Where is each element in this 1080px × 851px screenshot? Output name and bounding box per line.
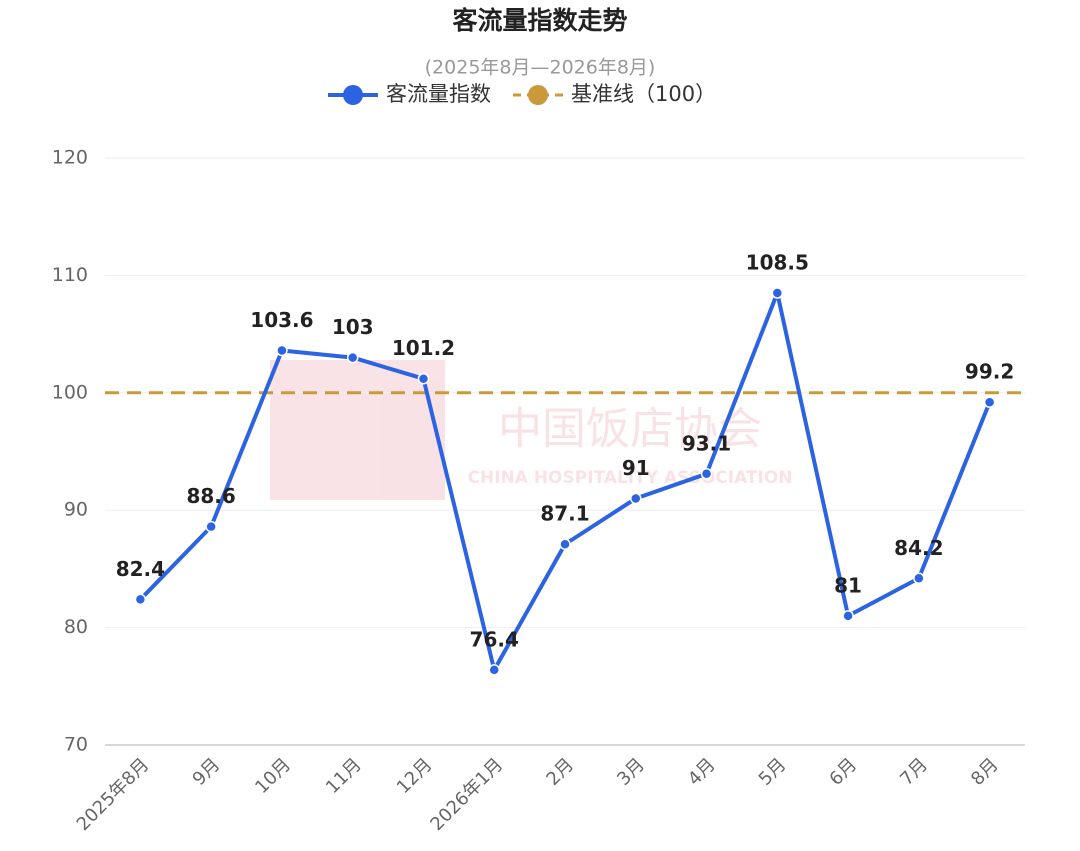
data-label: 81	[834, 573, 862, 597]
watermark-logo	[270, 360, 445, 500]
data-label: 88.6	[186, 484, 235, 508]
data-point	[346, 351, 359, 364]
chart-title: 客流量指数走势	[452, 6, 627, 35]
data-point	[842, 610, 854, 622]
y-tick-label: 70	[64, 734, 88, 756]
y-tick-label: 110	[52, 264, 88, 286]
chart-subtitle: (2025年8月—2026年8月)	[425, 57, 656, 79]
data-point	[417, 372, 430, 385]
x-tick-label: 6月	[825, 754, 861, 790]
x-tick-label: 10月	[251, 754, 295, 798]
data-label: 76.4	[470, 627, 519, 651]
data-point	[983, 396, 996, 408]
data-label: 91	[622, 456, 650, 480]
data-label: 84.2	[894, 536, 943, 560]
x-tick-label: 7月	[896, 754, 932, 790]
x-tick-label: 2025年8月	[73, 754, 154, 835]
data-label: 103.6	[250, 308, 313, 332]
legend-label: 基准线（100）	[571, 82, 716, 106]
legend-marker	[528, 85, 548, 105]
data-label: 87.1	[540, 502, 589, 526]
x-tick-label: 9月	[189, 754, 225, 790]
x-tick-label: 8月	[967, 754, 1003, 790]
x-tick-label: 3月	[613, 754, 649, 790]
watermark: 中国饭店协会 CHINA HOSPITALITY ASSOCIATION	[270, 360, 793, 500]
x-tick-label: 2026年1月	[427, 754, 508, 835]
legend-marker	[343, 85, 363, 105]
x-tick-label: 2月	[542, 754, 578, 790]
legend: 客流量指数 基准线（100）	[328, 82, 716, 106]
y-tick-label: 90	[64, 499, 88, 521]
data-point	[276, 344, 288, 357]
data-point	[771, 287, 784, 299]
data-point	[134, 593, 147, 606]
y-tick-label: 100	[52, 381, 88, 403]
x-tick-label: 4月	[684, 754, 720, 790]
legend-label: 客流量指数	[386, 82, 491, 106]
data-point	[913, 572, 925, 585]
x-tick-label: 5月	[755, 754, 791, 790]
data-point	[205, 520, 217, 533]
x-tick-label: 12月	[393, 754, 437, 798]
x-tick-label: 11月	[322, 754, 366, 798]
data-label: 103	[332, 315, 374, 339]
data-label: 101.2	[392, 336, 455, 360]
data-label: 82.4	[116, 557, 165, 581]
data-point	[700, 468, 713, 480]
data-label: 108.5	[746, 251, 809, 275]
y-tick-label: 120	[52, 147, 88, 169]
data-label: 93.1	[682, 431, 731, 455]
data-label: 99.2	[965, 360, 1014, 384]
data-point	[630, 492, 642, 505]
y-tick-label: 80	[64, 616, 88, 638]
data-point	[559, 538, 571, 550]
data-point	[488, 664, 500, 676]
